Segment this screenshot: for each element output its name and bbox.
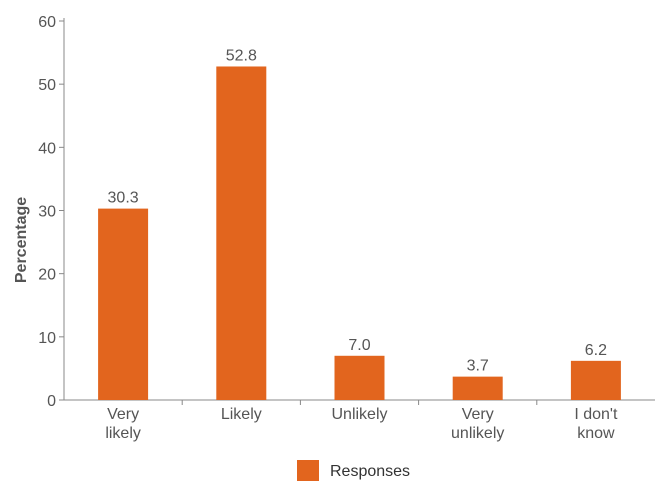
y-axis-label: Percentage [13,197,30,283]
data-label: 7.0 [348,337,370,354]
x-axis-ticks: Very likely Likely Unlikely Very unlikely I do… [105,400,618,442]
bars: 30.3 52.8 7.0 3.7 6.2 [98,47,621,400]
x-tick-label: Very unlikely [451,406,504,442]
y-tick-label: 50 [38,77,56,94]
x-tick-label: Unlikely [331,406,387,423]
y-tick-label: 60 [38,14,56,31]
x-tick-label: I don't know [574,406,618,442]
bar [452,376,503,400]
y-tick-label: 0 [47,393,56,410]
y-tick-label: 30 [38,204,56,221]
y-tick-label: 10 [38,330,56,347]
y-axis-ticks: 0 10 20 30 40 50 60 [38,14,64,410]
legend: Responses [297,460,410,481]
bar [98,208,149,400]
data-label: 3.7 [467,358,489,375]
bar [216,66,267,400]
y-tick-label: 20 [38,267,56,284]
data-label: 6.2 [585,342,607,359]
x-tick-label: Very likely [105,406,141,442]
bar [334,355,385,400]
bar [570,360,621,400]
data-label: 30.3 [108,190,139,207]
legend-swatch [297,460,319,481]
x-tick-label: Likely [221,406,262,423]
legend-label: Responses [330,463,410,480]
y-tick-label: 40 [38,140,56,157]
data-label: 52.8 [226,47,257,64]
